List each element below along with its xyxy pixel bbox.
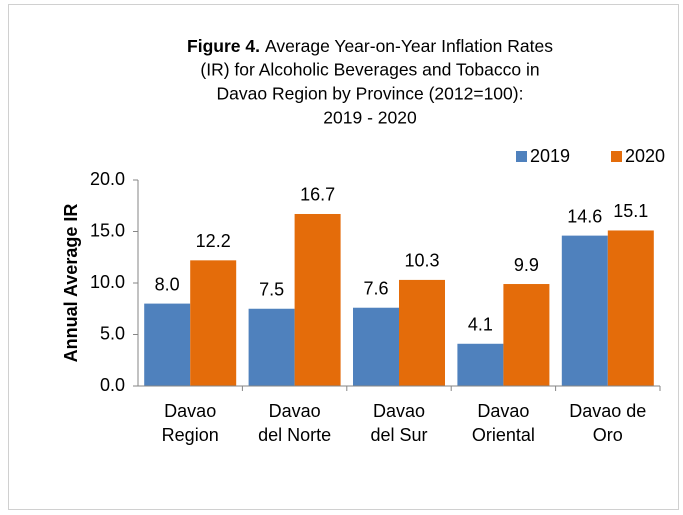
x-tick-label: Davao de — [569, 401, 646, 421]
data-label: 10.3 — [404, 251, 439, 271]
bar — [457, 343, 504, 386]
data-label: 16.7 — [300, 185, 335, 205]
chart-title-line: Figure 4. Average Year-on-Year Inflation … — [187, 36, 553, 56]
x-tick-label: Oro — [593, 425, 623, 445]
x-tick-label: Davao — [164, 401, 216, 421]
legend-swatch — [516, 151, 527, 162]
x-tick-label: Davao — [477, 401, 529, 421]
bar — [607, 230, 654, 386]
y-tick-label: 20.0 — [90, 169, 125, 189]
bar — [561, 235, 608, 386]
x-tick-label: Davao — [269, 401, 321, 421]
legend-swatch — [611, 151, 622, 162]
bar — [353, 307, 399, 386]
bar — [294, 213, 341, 386]
data-label: 9.9 — [514, 255, 539, 275]
legend-label: 2019 — [530, 146, 570, 166]
data-label: 12.2 — [196, 231, 231, 251]
y-tick-label: 10.0 — [90, 272, 125, 292]
data-label: 15.1 — [613, 201, 648, 221]
legend-label: 2020 — [625, 146, 665, 166]
bar — [399, 279, 445, 386]
title-prefix: Figure 4. — [187, 36, 260, 56]
chart-title-line: 2019 - 2020 — [323, 108, 417, 128]
y-tick-label: 5.0 — [100, 323, 125, 343]
x-tick-label: Region — [162, 425, 219, 445]
x-tick-label: del Sur — [370, 425, 427, 445]
bar — [503, 284, 550, 386]
x-tick-label: del Norte — [258, 425, 331, 445]
bar — [144, 303, 191, 386]
data-label: 8.0 — [155, 274, 180, 294]
y-tick-label: 0.0 — [100, 375, 125, 395]
bar — [248, 308, 295, 386]
chart-title-line: Davao Region by Province (2012=100): — [217, 84, 524, 104]
y-tick-label: 15.0 — [90, 220, 125, 240]
chart-title-line: (IR) for Alcoholic Beverages and Tobacco… — [200, 60, 539, 80]
y-axis-title: Annual Average IR — [61, 204, 81, 363]
x-tick-label: Davao — [373, 401, 425, 421]
data-label: 7.5 — [259, 280, 284, 300]
data-label: 7.6 — [363, 278, 388, 298]
data-label: 14.6 — [567, 206, 602, 226]
bar — [190, 260, 237, 386]
title-text: Average Year-on-Year Inflation Rates — [265, 36, 553, 56]
data-label: 4.1 — [468, 315, 493, 335]
x-tick-label: Oriental — [472, 425, 535, 445]
